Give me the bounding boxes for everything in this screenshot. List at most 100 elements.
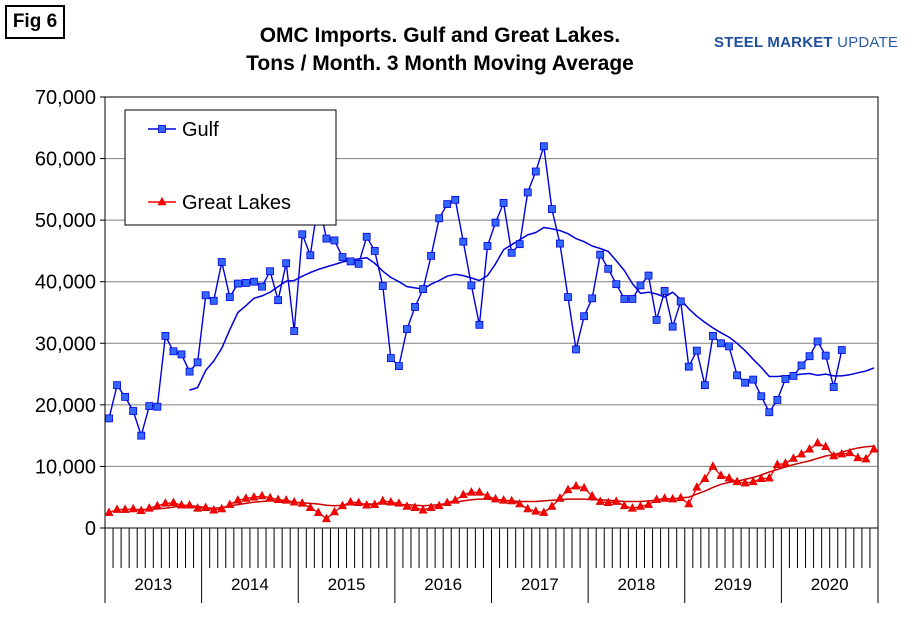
gulf-point [717, 339, 725, 348]
gulf-point [250, 277, 258, 286]
great-lakes-point [547, 501, 557, 510]
great-lakes-point [450, 495, 460, 504]
x-year-label: 2017 [521, 575, 559, 594]
great-lakes-point [555, 493, 565, 502]
great-lakes-point [579, 482, 589, 492]
great-lakes-point [756, 473, 766, 483]
great-lakes-point [861, 453, 871, 463]
great-lakes-point [764, 472, 774, 482]
great-lakes-point [611, 496, 621, 505]
gulf-point [757, 392, 766, 401]
great-lakes-point [869, 444, 879, 453]
y-tick-label: 70,000 [35, 87, 96, 109]
great-lakes-point [507, 495, 517, 505]
great-lakes-point [571, 480, 581, 490]
gulf-point [829, 383, 838, 391]
gulf-point [523, 188, 532, 197]
great-lakes-point [313, 507, 323, 516]
gulf-point [821, 351, 830, 360]
gulf-point [531, 167, 540, 176]
y-tick-label: 10,000 [35, 456, 96, 478]
gulf-point [765, 408, 774, 417]
great-lakes-point [652, 494, 662, 503]
gulf-point [644, 271, 653, 280]
great-lakes-point [603, 497, 613, 507]
gulf-point [258, 282, 266, 291]
gulf-point [741, 378, 750, 387]
great-lakes-point [748, 476, 758, 486]
great-lakes-point [273, 494, 283, 503]
gulf-point [177, 350, 186, 359]
great-lakes-point [370, 499, 380, 508]
x-year-label: 2015 [328, 575, 366, 594]
great-lakes-point [700, 473, 710, 483]
great-lakes-point [853, 452, 863, 462]
gulf-point [346, 257, 355, 266]
great-lakes-point [217, 503, 227, 513]
gulf-point [580, 312, 588, 321]
gulf-point [225, 293, 234, 302]
gulf-point [370, 247, 379, 255]
gulf-point [185, 367, 194, 376]
gulf-point [137, 431, 146, 440]
great-lakes-point [499, 495, 509, 504]
great-lakes-point [152, 500, 162, 510]
gulf-point [443, 200, 452, 209]
great-lakes-point [676, 492, 686, 502]
gulf-point [805, 352, 814, 361]
gulf-point [604, 264, 613, 273]
great-lakes-point [289, 497, 299, 506]
great-lakes-point [515, 498, 525, 508]
great-lakes-point [684, 498, 694, 508]
great-lakes-point [466, 487, 476, 496]
great-lakes-point [531, 506, 541, 515]
great-lakes-point [104, 507, 114, 516]
great-lakes-point [837, 448, 847, 458]
great-lakes-point [780, 458, 790, 467]
gulf-point [105, 414, 113, 423]
gulf-point [419, 285, 427, 294]
gulf-point [837, 346, 846, 354]
gulf-point [797, 361, 806, 370]
gulf-point [636, 281, 645, 290]
y-tick-label: 30,000 [35, 333, 96, 355]
great-lakes-point [176, 500, 186, 509]
y-tick-label: 60,000 [35, 149, 96, 171]
great-lakes-point [201, 502, 211, 511]
x-year-label: 2014 [231, 575, 269, 594]
legend-gulf-label: Gulf [182, 119, 219, 141]
gulf-point [290, 327, 299, 335]
legend: Gulf Great Lakes [124, 109, 337, 226]
great-lakes-point [160, 498, 170, 507]
great-lakes-point [418, 505, 428, 514]
gulf-point [330, 236, 339, 245]
gulf-point [652, 315, 661, 324]
gulf-point [789, 372, 798, 380]
gulf-point [233, 279, 242, 288]
logo-text-bold: STEEL MARKET [714, 34, 833, 51]
gulf-point [427, 251, 436, 260]
gulf-point [306, 251, 315, 260]
logo-text-light: UPDATE [832, 34, 899, 51]
chart-title-line-1: OMC Imports. Gulf and Great Lakes. [259, 24, 621, 47]
great-lakes-point [378, 495, 388, 505]
great-lakes-point [120, 504, 130, 513]
great-lakes-point [587, 490, 597, 500]
great-lakes-point [458, 489, 468, 499]
gulf-point [483, 242, 492, 250]
great-lakes-point [410, 502, 420, 511]
great-lakes-point [829, 450, 839, 460]
great-lakes-point [249, 492, 259, 501]
great-lakes-point [797, 448, 807, 458]
great-lakes-point [660, 493, 670, 502]
gulf-point [596, 250, 605, 259]
great-lakes-point [128, 503, 138, 513]
great-lakes-point [635, 501, 645, 510]
gulf-point [338, 253, 347, 261]
gulf-point [588, 294, 597, 303]
great-lakes-point [668, 493, 678, 503]
gulf-point [709, 331, 717, 340]
great-lakes-point [329, 506, 339, 516]
gulf-point [499, 199, 508, 207]
great-lakes-point [225, 499, 235, 508]
